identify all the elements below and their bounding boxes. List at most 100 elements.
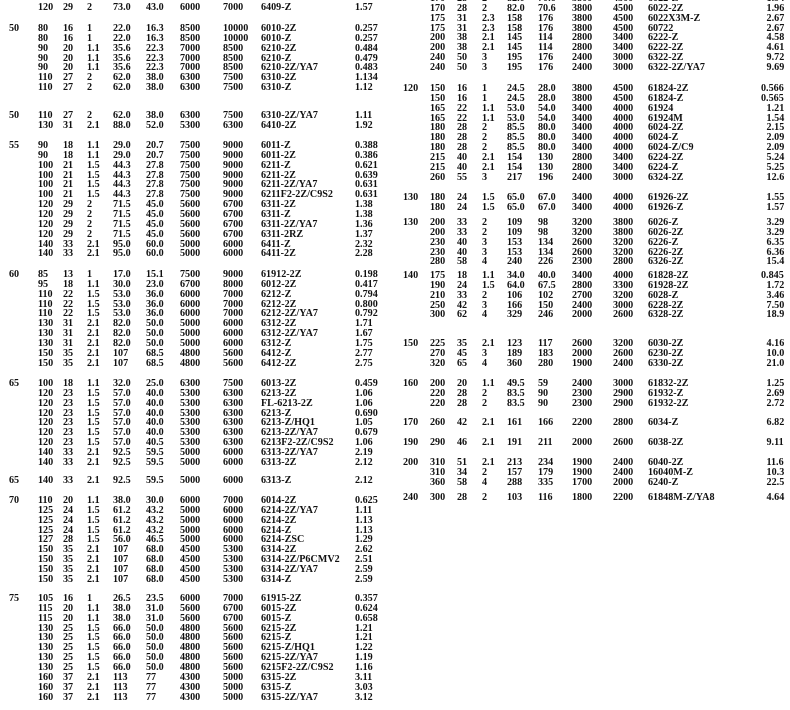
designation-cell: 6024-Z/C9 (648, 141, 694, 154)
mass-cell: 1.21 (355, 631, 373, 644)
chamfer-cell: 1.5 (87, 386, 100, 399)
designation-cell: 6313-Z (261, 474, 292, 486)
width-cell: 27 (63, 71, 74, 84)
mass-cell: 1.38 (355, 198, 373, 211)
chamfer-cell: 1.5 (482, 200, 495, 213)
width-cell: 20 (63, 61, 74, 74)
speed-grease-cell: 5600 (180, 601, 201, 614)
chamfer-cell: 1.5 (87, 178, 100, 191)
speed-grease-cell: 4800 (180, 661, 201, 673)
designation-cell: 6312-Z (261, 336, 292, 349)
chamfer-cell: 1.1 (87, 601, 100, 614)
speed-oil-cell: 4500 (613, 82, 634, 94)
dynamic-load-cell: 82.0 (507, 1, 525, 14)
speed-oil-cell: 7500 (223, 81, 244, 94)
speed-oil-cell: 4500 (613, 0, 633, 4)
chamfer-cell: 3 (482, 298, 488, 311)
outer-diameter-cell: 170 (430, 0, 445, 4)
static-load-cell: 22.3 (146, 51, 164, 64)
speed-oil-cell: 4000 (613, 269, 634, 281)
static-load-cell: 80.0 (538, 121, 556, 134)
dynamic-load-cell: 145 (507, 31, 523, 44)
outer-diameter-cell: 220 (430, 396, 446, 409)
chamfer-cell: 1.5 (87, 503, 100, 516)
mass-cell: 0.621 (355, 158, 378, 171)
chamfer-cell: 2 (87, 0, 93, 13)
mass-cell: 1.06 (355, 386, 373, 399)
designation-cell: 6228-2Z (648, 298, 684, 311)
speed-grease-cell: 4500 (180, 553, 201, 566)
chamfer-cell: 1.5 (87, 621, 100, 634)
chamfer-cell: 2.1 (87, 563, 100, 575)
outer-diameter-cell: 200 (430, 216, 446, 228)
outer-diameter-cell: 180 (430, 200, 446, 213)
static-load-cell: 134 (538, 235, 554, 248)
speed-grease-cell: 2400 (572, 377, 593, 389)
mass-cell: 0.800 (355, 297, 378, 310)
speed-oil-cell: 8500 (223, 51, 244, 64)
mass-cell: 0.483 (355, 61, 378, 74)
speed-grease-cell: 2400 (572, 170, 593, 183)
bore-diameter: 150 (403, 337, 419, 349)
static-load-cell: 77 (146, 670, 157, 683)
mass-cell: 0.357 (355, 592, 378, 604)
static-load-cell: 246 (538, 308, 554, 321)
mass-cell: 3.29 (766, 216, 784, 228)
dynamic-load-cell: 22.0 (113, 22, 131, 34)
speed-grease-cell: 5300 (180, 416, 201, 429)
designation-cell: 6310-2Z (261, 71, 297, 84)
mass-cell: 10.3 (766, 465, 784, 478)
outer-diameter-cell: 115 (38, 611, 53, 624)
designation-cell: 6215-Z (261, 631, 292, 644)
static-load-cell: 22.3 (146, 61, 164, 74)
outer-diameter-cell: 225 (430, 337, 446, 349)
speed-grease-cell: 6000 (180, 307, 201, 320)
width-cell: 31 (63, 336, 74, 349)
speed-grease-cell: 6300 (180, 377, 201, 389)
static-load-cell: 27.8 (146, 178, 164, 191)
speed-grease-cell: 4300 (180, 680, 201, 693)
chamfer-cell: 2 (482, 141, 488, 154)
dynamic-load-cell: 57.0 (113, 426, 131, 439)
speed-oil-cell: 5600 (223, 631, 244, 644)
dynamic-load-cell: 158 (507, 21, 523, 34)
chamfer-cell: 1.5 (87, 651, 100, 664)
dynamic-load-cell: 24.5 (507, 91, 525, 104)
chamfer-cell: 2.1 (482, 436, 495, 448)
bore-diameter: 130 (403, 191, 419, 203)
outer-diameter-cell: 175 (430, 269, 446, 281)
dynamic-load-cell: 158 (507, 11, 523, 24)
chamfer-cell: 1.1 (87, 139, 100, 151)
outer-diameter-cell: 95 (38, 277, 49, 290)
outer-diameter-cell: 140 (38, 445, 54, 458)
speed-grease-cell: 7000 (180, 61, 201, 74)
mass-cell: 6.35 (766, 235, 784, 248)
mass-cell: 1.12 (355, 81, 373, 94)
speed-oil-cell: 5000 (223, 690, 244, 703)
chamfer-cell: 1.5 (87, 426, 100, 439)
static-load-cell: 31.0 (146, 601, 164, 614)
chamfer-cell: 1.5 (87, 396, 100, 409)
designation-cell: 6315-2Z (261, 670, 297, 683)
dynamic-load-cell: 82.0 (507, 0, 525, 4)
chamfer-cell: 4 (482, 475, 488, 488)
designation-cell: 6022-2Z (648, 1, 684, 14)
chamfer-cell: 2.1 (87, 327, 100, 340)
static-load-cell: 60.0 (146, 237, 164, 250)
chamfer-cell: 2 (482, 1, 488, 14)
speed-oil-cell: 8500 (223, 41, 244, 54)
speed-oil-cell: 6300 (223, 436, 244, 449)
outer-diameter-cell: 230 (430, 235, 446, 248)
width-cell: 25 (63, 661, 74, 673)
width-cell: 42 (457, 416, 468, 428)
width-cell: 23 (63, 416, 74, 429)
mass-cell: 1.71 (355, 317, 373, 330)
dynamic-load-cell: 44.3 (113, 158, 131, 171)
width-cell: 16 (63, 22, 74, 34)
width-cell: 27 (63, 81, 74, 94)
mass-cell: 0.639 (355, 168, 378, 181)
mass-cell: 0.631 (355, 188, 378, 201)
width-cell: 50 (457, 51, 468, 64)
chamfer-cell: 1.1 (87, 377, 100, 389)
static-load-cell: 50.0 (146, 621, 164, 634)
